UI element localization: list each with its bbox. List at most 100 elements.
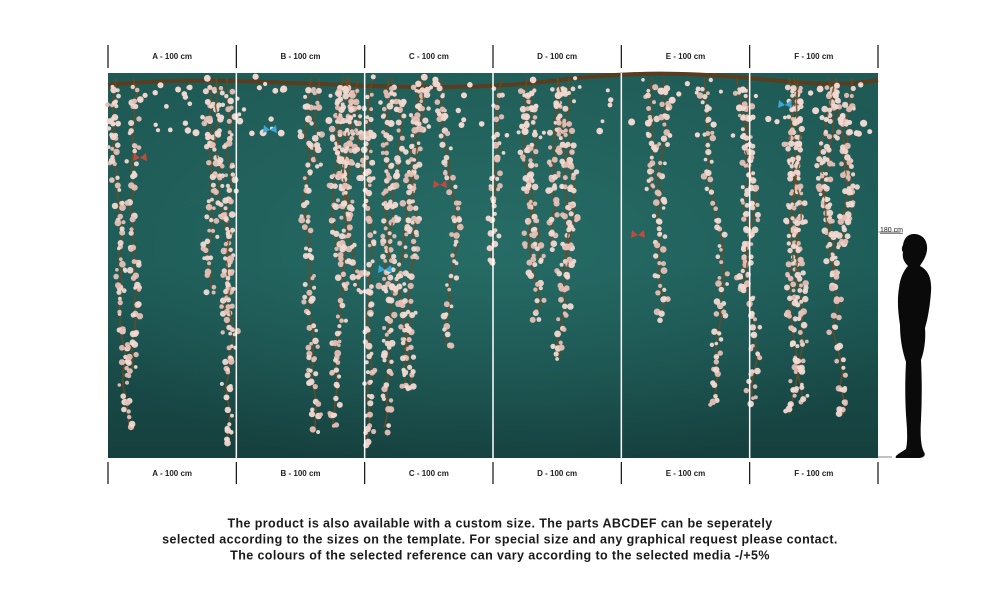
height-label: 180 cm <box>880 227 903 234</box>
blossom <box>528 199 533 204</box>
blossom <box>347 115 354 121</box>
blossom <box>226 345 232 351</box>
blossom <box>852 107 856 111</box>
blossom <box>755 217 761 223</box>
blossom <box>453 184 458 189</box>
blossom <box>658 160 663 166</box>
blossom <box>392 285 399 293</box>
blossom <box>124 159 129 164</box>
blossom <box>386 134 394 142</box>
blossom <box>705 149 712 156</box>
blossom <box>750 332 756 338</box>
blossom <box>750 114 756 120</box>
blossom <box>574 215 581 222</box>
blossom <box>548 145 553 150</box>
blossom <box>167 127 173 133</box>
blossom <box>365 205 371 211</box>
blossom <box>569 203 575 209</box>
blossom <box>435 82 441 87</box>
blossom <box>440 312 448 320</box>
blossom <box>277 129 285 137</box>
blossom <box>336 374 342 379</box>
blossom <box>711 328 718 335</box>
blossom <box>386 423 391 428</box>
blossom <box>844 142 851 150</box>
blossom <box>336 115 343 122</box>
blossom <box>823 129 829 134</box>
blossom <box>793 298 798 303</box>
blossom <box>800 308 807 315</box>
blossom <box>388 370 393 375</box>
blossom <box>797 256 804 263</box>
blossom <box>649 155 654 160</box>
blossom <box>354 128 359 133</box>
blossom <box>556 120 562 126</box>
blossom <box>846 160 852 166</box>
blossom <box>532 226 538 233</box>
blossom <box>548 216 555 223</box>
blossom <box>119 260 126 268</box>
blossom <box>538 259 544 264</box>
blossom <box>349 129 354 134</box>
blossom <box>790 202 794 206</box>
blossom <box>816 85 824 93</box>
blossom <box>645 92 651 99</box>
blossom <box>705 169 712 177</box>
blossom <box>337 129 343 135</box>
blossom <box>735 104 743 112</box>
blossom <box>596 127 603 135</box>
blossom <box>741 200 745 205</box>
blossom <box>341 182 349 190</box>
blossom <box>200 114 205 120</box>
blossom <box>836 314 842 321</box>
blossom <box>306 214 311 219</box>
blossom <box>344 127 350 133</box>
blossom <box>389 203 396 210</box>
blossom <box>807 90 814 96</box>
blossom <box>648 140 655 147</box>
blossom <box>653 115 660 123</box>
blossom <box>207 261 212 266</box>
description-line: selected according to the sizes on the t… <box>162 532 838 546</box>
blossom <box>206 160 212 166</box>
blossom <box>496 233 502 239</box>
blossom <box>523 121 530 129</box>
blossom <box>785 146 791 152</box>
blossom <box>818 192 823 197</box>
blossom <box>832 92 836 97</box>
blossom <box>786 233 792 239</box>
blossom <box>774 119 780 125</box>
blossom <box>407 282 414 290</box>
blossom <box>562 175 568 181</box>
blossom <box>523 113 531 121</box>
blossom <box>826 147 832 153</box>
blossom <box>409 312 416 319</box>
blossom <box>401 113 407 119</box>
blossom <box>383 382 390 388</box>
blossom <box>388 398 394 403</box>
blossom <box>850 183 856 189</box>
blossom <box>410 255 415 260</box>
blossom <box>341 159 347 165</box>
blossom <box>486 245 493 252</box>
blossom <box>790 387 797 393</box>
blossom <box>119 229 126 236</box>
blossom <box>347 120 352 125</box>
blossom <box>315 100 320 105</box>
blossom <box>311 87 317 92</box>
blossom <box>133 351 139 358</box>
blossom <box>519 123 525 129</box>
blossom <box>356 120 362 126</box>
blossom <box>337 339 342 344</box>
blossom <box>334 274 342 282</box>
blossom <box>330 229 336 235</box>
blossom <box>665 142 670 147</box>
panel-label: C - 100 cm <box>409 52 449 61</box>
blossom <box>562 311 567 316</box>
blossom <box>657 317 663 324</box>
blossom <box>203 289 210 296</box>
blossom <box>226 135 233 142</box>
blossom <box>227 97 234 105</box>
blossom <box>428 85 434 90</box>
blossom <box>819 173 825 179</box>
